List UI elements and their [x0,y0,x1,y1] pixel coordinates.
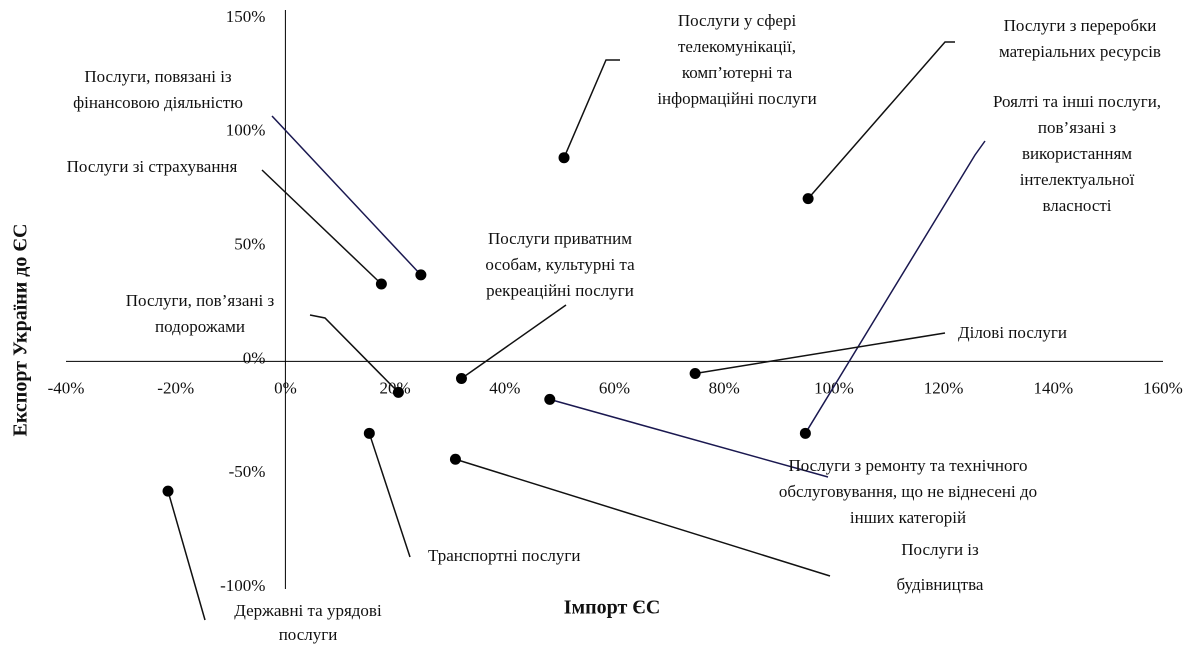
point-label: інших категорій [850,508,966,527]
point [449,453,461,465]
point-label: Послуги зі страхування [67,157,238,176]
point [162,485,174,497]
x-tick-label: 60% [599,378,630,397]
leader-line [563,59,620,158]
leader-line [167,490,206,621]
point [802,193,814,205]
y-axis-title: Експорт України до ЄС [10,224,32,437]
point [375,278,387,290]
point-label: особам, культурні та [485,255,635,274]
leader-line [455,458,831,577]
point [558,152,570,164]
leader-line [695,332,946,375]
point-label: Транспортні послуги [428,546,580,565]
x-tick-label: -20% [157,378,194,397]
leader-line [549,398,829,478]
y-tick-label: 50% [234,235,265,254]
x-tick-label: 120% [924,378,964,397]
x-tick-label: -40% [48,378,85,397]
point-label: Послуги з ремонту та технічного [788,456,1027,475]
leader-line [804,140,986,434]
point [392,386,404,398]
point-label: Послуги, повязані із [84,67,232,86]
y-tick-label: 150% [226,7,266,26]
point-label: обслуговування, що не віднесені до [779,482,1037,501]
point-label: матеріальних ресурсів [999,42,1161,61]
x-axis-title: Імпорт ЄС [564,597,661,619]
leader-line [368,433,411,558]
point-label: телекомунікації, [678,37,796,56]
point-label: комп’ютерні та [682,63,793,82]
point [799,427,811,439]
point-label: Послуги, пов’язані з [126,291,275,310]
x-tick-label: 0% [274,378,297,397]
point-label: Послуги із [901,540,979,559]
point-label: використанням [1022,144,1132,163]
point-label: Послуги у сфері [678,11,797,30]
point-label: Послуги з переробки [1004,16,1157,35]
x-tick-label: 40% [489,378,520,397]
point-label: інтелектуальної [1020,170,1135,189]
point-label: інформаційні послуги [657,89,816,108]
point-label: Роялті та інші послуги, [993,92,1161,111]
point-label: пов’язані з [1038,118,1116,137]
y-tick-label: 0% [243,348,266,367]
point-label: Послуги приватним [488,229,632,248]
leader-line [807,41,955,200]
leader-line [261,169,382,285]
point-label: Ділові послуги [958,323,1067,342]
point [544,393,556,405]
point [363,427,375,439]
point [455,372,467,384]
leader-line [461,304,567,380]
point [415,269,427,281]
x-tick-label: 140% [1033,378,1073,397]
y-tick-label: 100% [226,121,266,140]
y-tick-label: -100% [220,576,265,595]
point-label: власності [1042,196,1111,215]
leader-line [309,314,399,393]
y-tick-label: -50% [229,462,266,481]
point-label: послуги [279,625,338,644]
point-label: Державні та урядові [234,601,382,620]
point-label: подорожами [155,317,245,336]
x-tick-label: 80% [709,378,740,397]
point-label: будівництва [897,575,984,594]
x-tick-label: 160% [1143,378,1183,397]
leader-line [271,115,422,276]
point-label: рекреаційні послуги [486,281,634,300]
point [689,367,701,379]
point-label: фінансовою діяльністю [73,93,243,112]
